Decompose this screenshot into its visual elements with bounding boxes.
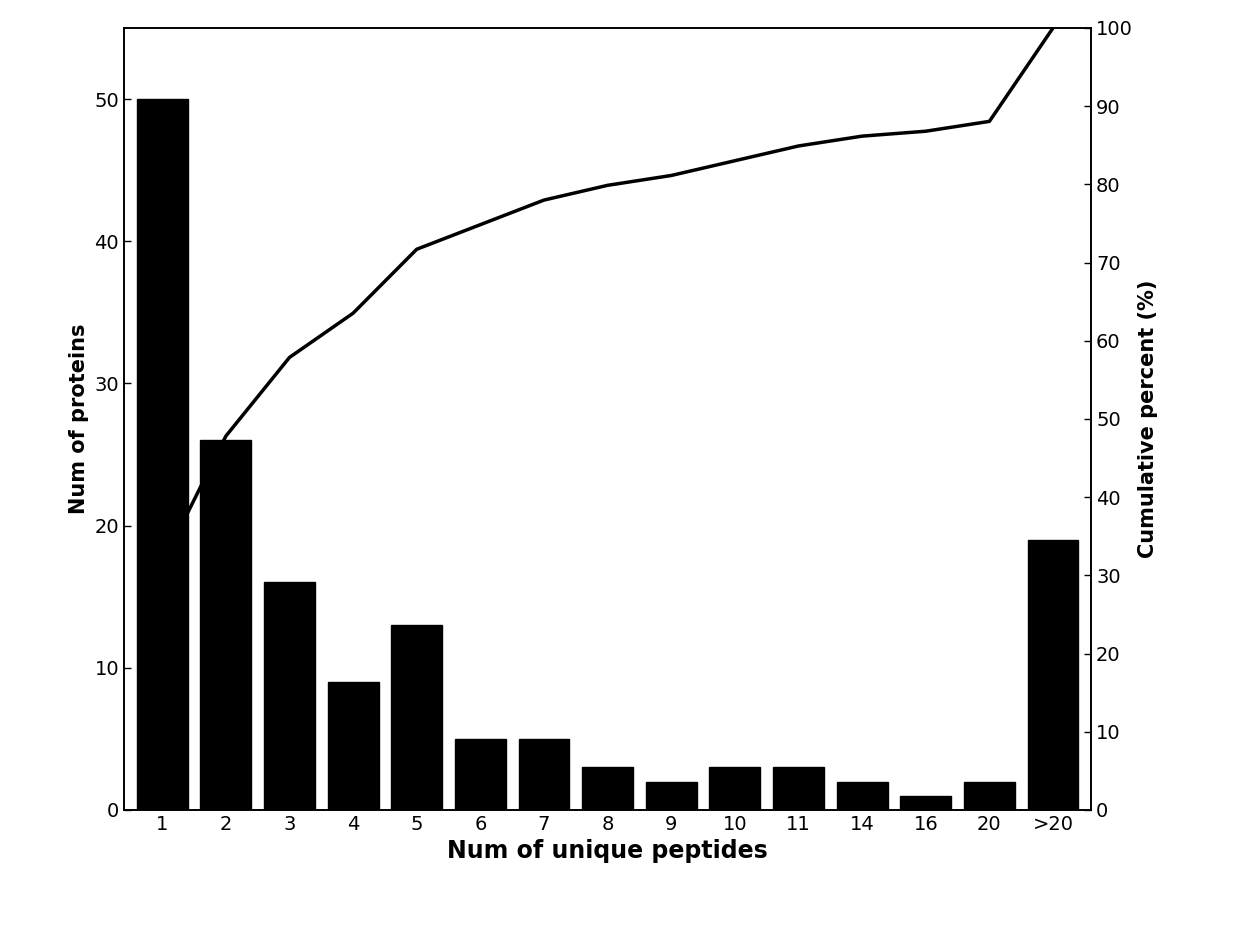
Bar: [327, 682, 378, 810]
Bar: [582, 767, 634, 810]
Bar: [518, 739, 569, 810]
Bar: [392, 625, 443, 810]
Y-axis label: Cumulative percent (%): Cumulative percent (%): [1138, 279, 1158, 559]
Bar: [455, 739, 506, 810]
Bar: [201, 440, 252, 810]
Bar: [646, 781, 697, 810]
Bar: [963, 781, 1014, 810]
Bar: [900, 796, 951, 810]
Bar: [773, 767, 823, 810]
Bar: [709, 767, 760, 810]
Bar: [1028, 540, 1079, 810]
X-axis label: Num of unique peptides: Num of unique peptides: [448, 840, 768, 863]
Bar: [136, 99, 187, 810]
Bar: [837, 781, 888, 810]
Y-axis label: Num of proteins: Num of proteins: [69, 324, 89, 514]
Bar: [264, 583, 315, 810]
